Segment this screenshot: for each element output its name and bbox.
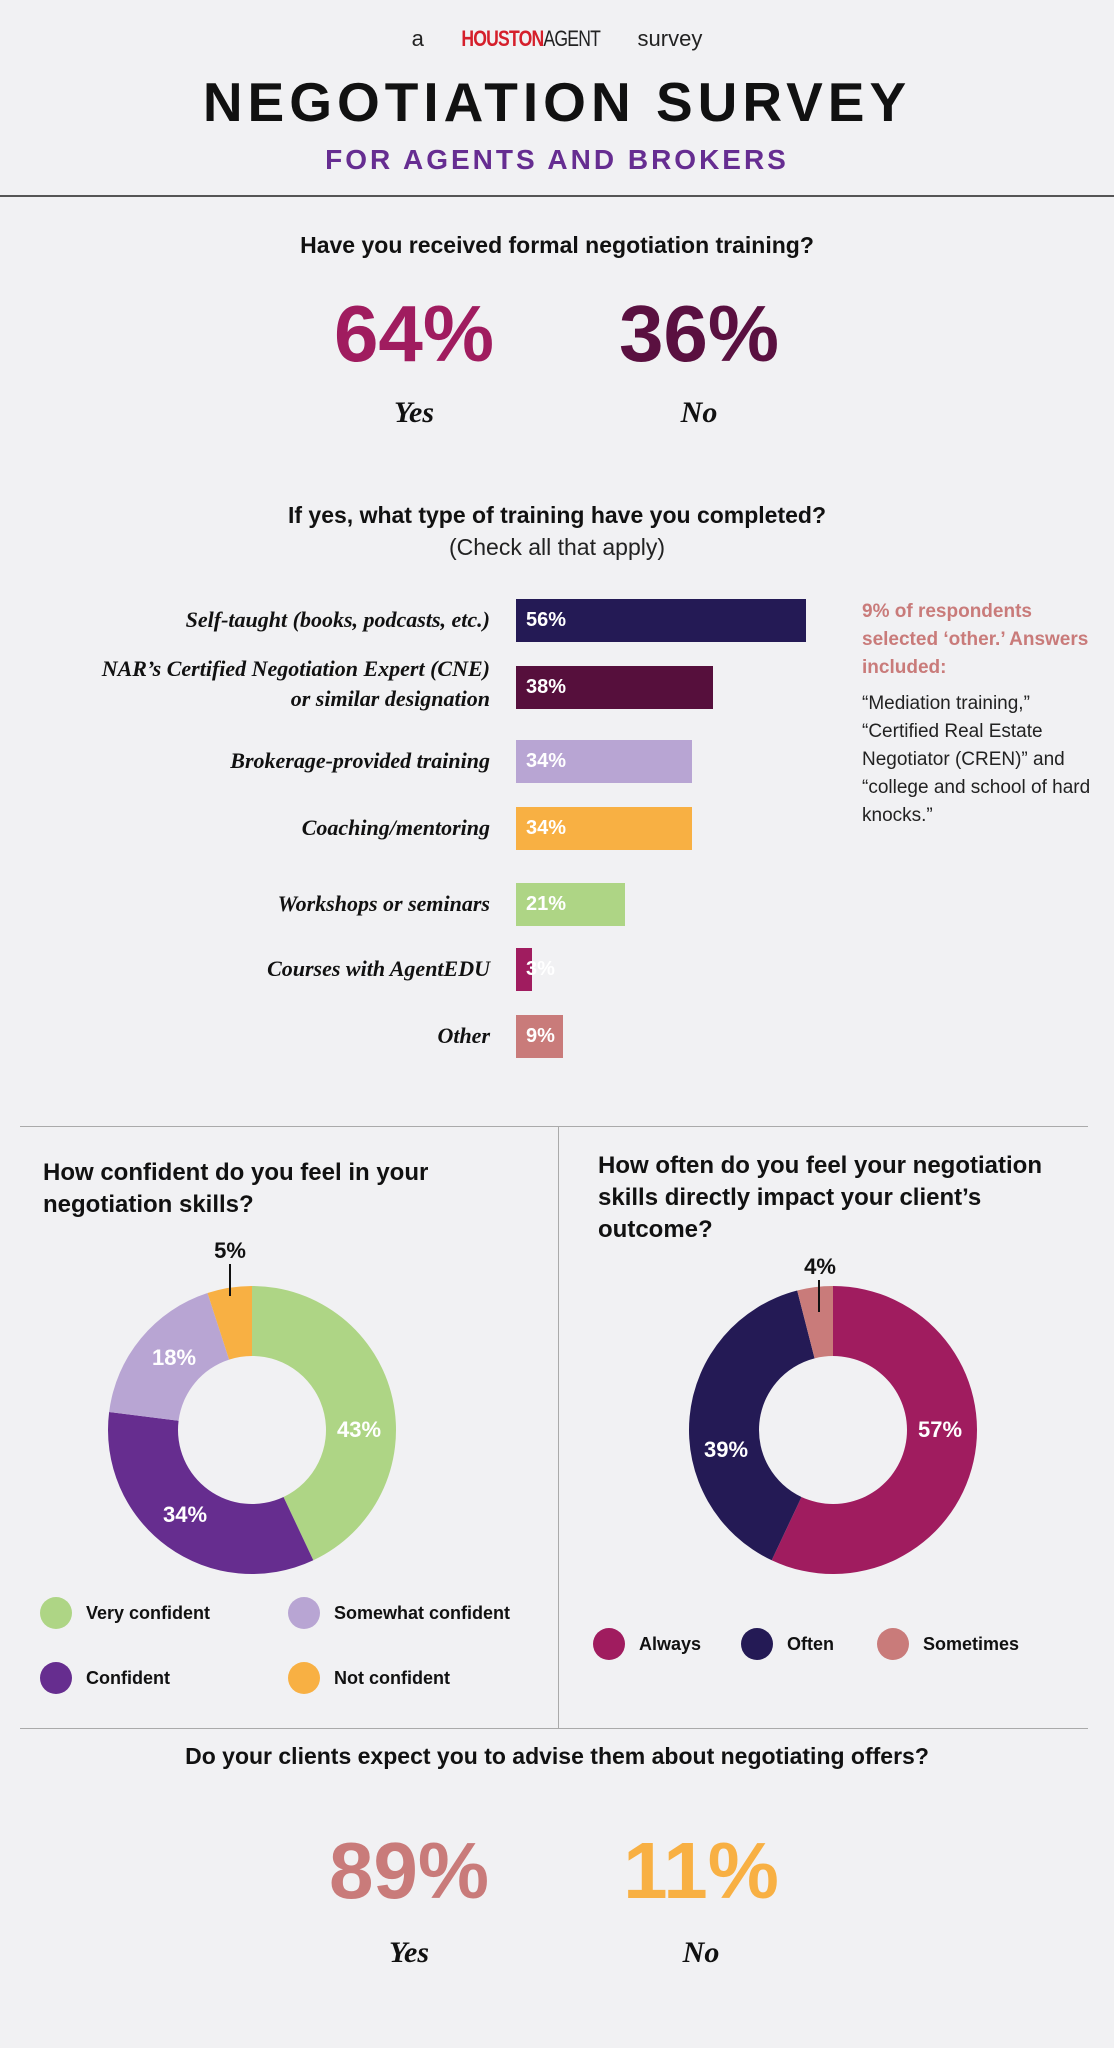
q1-yes-value: 64%	[333, 289, 495, 378]
other-note: 9% of respondents selected ‘other.’ Answ…	[862, 598, 1092, 830]
donut1-label-not: 5%	[214, 1238, 246, 1263]
q4-question: How often do you feel your negotiation s…	[598, 1152, 1042, 1243]
donut2-label-sometimes: 4%	[804, 1254, 836, 1279]
bar-label: Brokerage-provided training	[230, 748, 490, 773]
section-divider-top	[20, 1126, 1088, 1127]
houston-agent-logo: HOUSTONAGENT	[461, 26, 601, 51]
page-subtitle: FOR AGENTS AND BROKERS	[325, 144, 789, 175]
legend-always: Always	[593, 1628, 701, 1660]
donut2-label-always: 57%	[917, 1417, 963, 1442]
donut-impact-slice-sometimes	[797, 1286, 833, 1359]
q5-question: Do your clients expect you to advise the…	[185, 1743, 929, 1769]
bar: 34%	[516, 740, 693, 783]
q5-no-label: No	[682, 1936, 720, 1969]
donut-impact-slice-always	[771, 1286, 977, 1574]
brand-suffix: survey	[637, 26, 703, 51]
bar-value-label: 21%	[526, 893, 567, 915]
donut2-leader-line	[818, 1280, 820, 1312]
bar: 21%	[516, 883, 625, 926]
bar-label: Courses with AgentEDU	[267, 956, 490, 981]
bar-label: Coaching/mentoring	[301, 815, 490, 840]
q5-no-value: 11%	[623, 1826, 779, 1915]
bar: 9%	[516, 1015, 563, 1058]
q2-subtext: (Check all that apply)	[448, 534, 666, 560]
legend-dot	[288, 1597, 320, 1629]
legend-dot	[593, 1628, 625, 1660]
section-divider-vertical	[558, 1126, 559, 1728]
bar-label: Other	[437, 1023, 490, 1048]
legend-confident: Confident	[40, 1662, 170, 1694]
q1-question: Have you received formal negotiation tra…	[300, 232, 814, 258]
q1-yes-label: Yes	[394, 396, 434, 429]
bar-label: Self-taught (books, podcasts, etc.)	[185, 607, 490, 632]
bar: 3%	[516, 948, 555, 991]
brand-line: a HOUSTONAGENT survey	[0, 26, 1114, 52]
q2-question: If yes, what type of training have you c…	[287, 502, 827, 528]
other-note-body: “Mediation training,” “Certified Real Es…	[862, 693, 1091, 826]
donut1-label-somewhat: 18%	[151, 1345, 197, 1370]
legend-dot	[40, 1662, 72, 1694]
bar-value-label: 9%	[526, 1025, 555, 1047]
donut1-leader-line	[229, 1264, 231, 1296]
legend-dot	[741, 1628, 773, 1660]
bar-value-label: 38%	[526, 676, 567, 698]
bar-value-label: 34%	[526, 817, 567, 839]
donut-confidence-slice-very-confident	[252, 1286, 397, 1561]
q5-yes-label: Yes	[389, 1936, 429, 1969]
bar: 34%	[516, 807, 693, 850]
bar-value-label: 56%	[526, 609, 567, 631]
brand-prefix: a	[411, 26, 424, 51]
other-note-heading: 9% of respondents selected ‘other.’ Answ…	[862, 601, 1089, 678]
q1-no-label: No	[680, 396, 718, 429]
bar-label: NAR’s Certified Negotiation Expert (CNE)…	[101, 656, 490, 711]
donut1-label-confident: 34%	[162, 1502, 208, 1527]
q3-question: How confident do you feel in your negoti…	[43, 1159, 429, 1218]
bar: 56%	[516, 599, 807, 642]
legend-dot	[877, 1628, 909, 1660]
donut1-label-very: 43%	[336, 1417, 382, 1442]
donut-impact-slice-often	[689, 1290, 815, 1561]
donut2-label-often: 39%	[703, 1437, 749, 1462]
bar: 38%	[516, 666, 713, 709]
donut-confidence-slice-not-confident	[207, 1286, 252, 1360]
bar-value-label: 3%	[526, 958, 555, 980]
bar-value-label: 34%	[526, 750, 567, 772]
legend-sometimes: Sometimes	[877, 1628, 1019, 1660]
legend-often: Often	[741, 1628, 834, 1660]
section-divider-bottom	[20, 1728, 1088, 1729]
bar-label: Workshops or seminars	[277, 891, 490, 916]
legend-somewhat-confident: Somewhat confident	[288, 1597, 510, 1629]
donut-confidence-slice-confident	[107, 1411, 314, 1575]
legend-dot	[288, 1662, 320, 1694]
legend-dot	[40, 1597, 72, 1629]
q5-yes-value: 89%	[328, 1826, 490, 1915]
donut-confidence-slice-somewhat-confident	[109, 1293, 230, 1421]
page-title: NEGOTIATION SURVEY	[202, 71, 912, 133]
header-divider	[0, 195, 1114, 197]
legend-very-confident: Very confident	[40, 1597, 210, 1629]
q1-no-value: 36%	[618, 289, 780, 378]
legend-not-confident: Not confident	[288, 1662, 450, 1694]
